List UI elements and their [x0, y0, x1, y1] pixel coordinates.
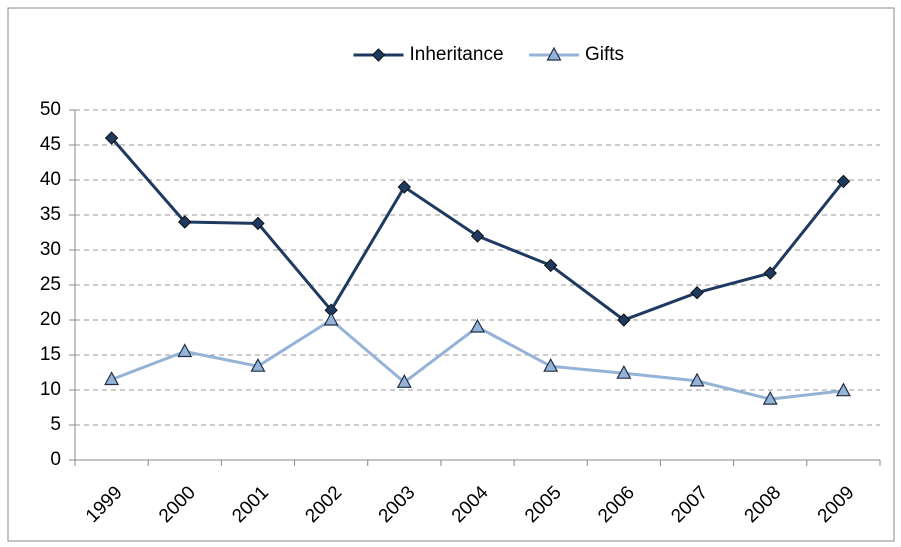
- y-tick-label: 0: [50, 449, 61, 470]
- marker: [470, 229, 485, 243]
- y-tick-label: 35: [40, 204, 61, 225]
- marker: [323, 311, 339, 326]
- marker: [689, 372, 705, 387]
- marker: [835, 382, 851, 397]
- y-tick-label: 10: [40, 379, 61, 400]
- marker: [251, 216, 265, 231]
- marker: [763, 266, 777, 280]
- marker: [617, 313, 631, 327]
- marker: [250, 357, 266, 372]
- marker: [397, 180, 412, 194]
- legend-label: Inheritance: [410, 44, 504, 65]
- legend-label: Gifts: [585, 44, 624, 65]
- y-tick-label: 15: [40, 344, 61, 365]
- marker: [616, 364, 632, 379]
- marker: [104, 131, 119, 145]
- y-tick-label: 50: [40, 99, 61, 120]
- y-tick-label: 30: [40, 239, 61, 260]
- marker: [543, 258, 558, 273]
- chart-frame: [7, 7, 895, 542]
- marker: [371, 48, 386, 62]
- marker: [546, 46, 562, 61]
- y-tick-label: 40: [40, 169, 61, 190]
- marker: [690, 285, 704, 300]
- marker: [469, 318, 486, 333]
- marker: [104, 371, 120, 386]
- marker: [836, 174, 851, 189]
- y-tick-label: 5: [50, 414, 61, 435]
- y-tick-label: 20: [40, 309, 61, 330]
- marker: [178, 215, 192, 229]
- legend: Inheritance Gifts: [353, 44, 624, 65]
- y-tick-label: 45: [40, 134, 61, 155]
- marker: [762, 390, 778, 405]
- marker: [177, 343, 193, 358]
- marker: [543, 357, 559, 372]
- marker: [396, 374, 412, 388]
- y-tick-label: 25: [40, 274, 61, 295]
